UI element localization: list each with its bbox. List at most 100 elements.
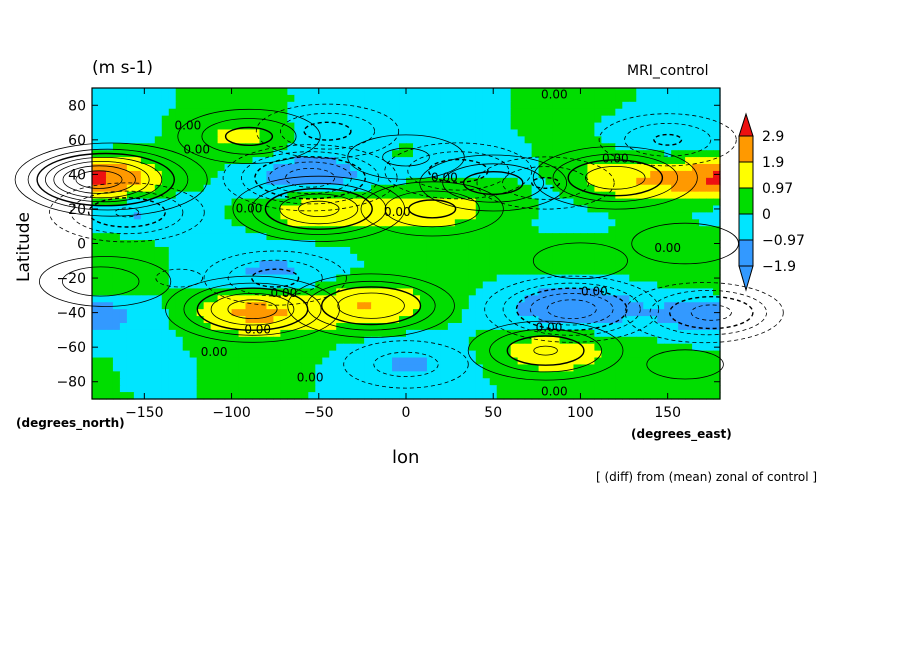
field-cell: [343, 136, 351, 144]
field-cell: [217, 101, 226, 110]
field-cell: [217, 164, 226, 172]
field-cell: [538, 288, 547, 296]
field-cell: [706, 392, 714, 400]
field-cell: [294, 164, 302, 172]
field-cell: [678, 343, 686, 352]
field-cell: [517, 274, 526, 283]
field-cell: [538, 371, 547, 379]
field-cell: [154, 136, 163, 144]
field-cell: [468, 350, 477, 359]
field-cell: [685, 267, 693, 276]
field-cell: [636, 336, 644, 345]
field-cell: [161, 177, 170, 186]
field-cell: [308, 115, 316, 124]
field-cell: [301, 357, 309, 366]
field-cell: [378, 108, 386, 117]
field-cell: [426, 281, 435, 290]
field-cell: [133, 108, 142, 117]
field-cell: [252, 101, 261, 110]
field-cell: [280, 253, 288, 262]
field-cell: [371, 205, 379, 213]
field-cell: [629, 253, 637, 262]
field-cell: [126, 205, 135, 213]
field-cell: [573, 101, 582, 110]
field-cell: [531, 143, 540, 151]
field-cell: [322, 198, 330, 207]
field-cell: [112, 316, 121, 324]
field-cell: [406, 357, 414, 366]
field-cell: [419, 385, 428, 393]
field-cell: [350, 129, 358, 137]
field-cell: [594, 205, 602, 213]
field-cell: [601, 392, 609, 400]
field-cell: [105, 329, 114, 338]
field-cell: [447, 88, 456, 96]
field-cell: [545, 240, 554, 248]
field-cell: [419, 184, 428, 193]
field-cell: [440, 343, 449, 352]
field-cell: [622, 392, 630, 400]
field-cell: [357, 392, 365, 400]
field-cell: [280, 267, 288, 276]
field-cell: [196, 108, 205, 117]
field-cell: [322, 260, 330, 269]
field-cell: [364, 191, 372, 200]
contour-label: 0.00: [541, 385, 568, 399]
field-cell: [629, 226, 637, 234]
field-cell: [378, 101, 386, 110]
field-cell: [238, 385, 247, 393]
field-cell: [154, 157, 163, 165]
field-cell: [699, 329, 707, 338]
field-cell: [699, 322, 707, 331]
field-cell: [678, 302, 686, 310]
field-cell: [524, 108, 533, 117]
field-cell: [552, 150, 561, 158]
field-cell: [147, 219, 156, 227]
field-cell: [252, 274, 261, 283]
field-cell: [182, 170, 191, 179]
field-cell: [343, 94, 351, 103]
field-cell: [336, 288, 344, 296]
field-cell: [161, 157, 170, 165]
field-cell: [294, 170, 302, 179]
field-cell: [692, 260, 700, 269]
contour-line: [70, 190, 184, 235]
field-cell: [287, 385, 295, 393]
field-cell: [385, 343, 393, 352]
field-cell: [119, 295, 128, 303]
field-cell: [440, 150, 449, 158]
field-cell: [189, 336, 198, 345]
contour-label: 0.00: [431, 170, 458, 184]
field-cell: [364, 329, 372, 338]
field-cell: [385, 233, 393, 241]
field-cell: [692, 219, 700, 227]
field-cell: [294, 108, 302, 117]
field-cell: [524, 295, 533, 303]
field-cell: [489, 94, 498, 103]
field-cell: [126, 260, 135, 269]
field-cell: [454, 150, 463, 158]
field-cell: [196, 129, 205, 137]
field-cell: [608, 246, 616, 255]
field-cell: [566, 322, 575, 331]
field-cell: [636, 246, 644, 255]
field-cell: [559, 309, 568, 317]
field-cell: [524, 88, 533, 96]
field-cell: [406, 336, 414, 345]
field-cell: [699, 364, 707, 372]
field-cell: [105, 295, 114, 303]
field-cell: [371, 150, 379, 158]
field-cell: [238, 246, 247, 255]
field-cell: [273, 205, 281, 213]
field-cell: [273, 253, 281, 262]
field-cell: [643, 143, 651, 151]
field-cell: [545, 177, 554, 186]
field-cell: [329, 302, 337, 310]
field-cell: [461, 170, 470, 179]
field-cell: [266, 357, 275, 366]
field-cell: [615, 198, 623, 207]
field-cell: [147, 350, 156, 359]
field-cell: [692, 129, 700, 137]
field-cell: [161, 246, 170, 255]
field-cell: [538, 198, 547, 207]
